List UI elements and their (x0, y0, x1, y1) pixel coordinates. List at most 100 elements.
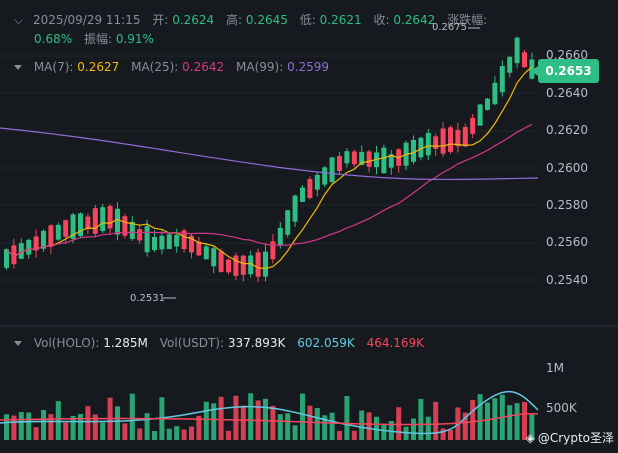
candle-body (26, 239, 32, 255)
volume-bar (462, 412, 468, 440)
volume-bar (470, 399, 476, 440)
candle-body (211, 248, 217, 267)
volume-bar (514, 403, 520, 440)
volume-bar (70, 415, 76, 440)
collapse-chevron-icon[interactable]: ⌵ (14, 13, 24, 27)
candle-body (92, 208, 98, 234)
change-value: 0.68% (34, 32, 73, 46)
candle-body (499, 66, 505, 93)
high-marker-label: 0.2675 (432, 22, 467, 33)
low-value: 0.2621 (319, 13, 362, 27)
candle-body (144, 226, 150, 253)
volume-bar (448, 429, 453, 440)
candle-body (285, 210, 291, 235)
candle-body (115, 208, 120, 235)
candle-body (137, 229, 143, 241)
volume-bar (166, 428, 172, 440)
volume-bar (381, 423, 387, 440)
volume-bar (322, 415, 328, 440)
candle-body (492, 82, 498, 105)
vol-ma1-value: 602.059K (297, 336, 355, 350)
candle-body (477, 104, 483, 126)
candle-body (4, 249, 9, 268)
candle-body (470, 117, 476, 134)
candle-body (277, 227, 283, 245)
volume-bar (300, 393, 305, 440)
candle-body (314, 174, 320, 190)
volume-bar (366, 412, 372, 440)
volume-bar (100, 422, 106, 440)
price-axis-label: 0.2540 (546, 273, 588, 287)
candle-body (240, 255, 246, 275)
low-marker-label: 0.2531 (130, 293, 165, 304)
volume-bar (522, 401, 527, 440)
candle-body (48, 225, 54, 247)
candle-body (351, 151, 357, 165)
candle-body (166, 234, 172, 249)
volume-bar (425, 416, 431, 440)
ohlc-header-line2: 0.68% 振幅: 0.91% (34, 31, 154, 47)
volume-bar (529, 414, 535, 440)
volume-bar (11, 415, 17, 440)
collapse-chevron-icon[interactable] (14, 64, 22, 70)
ma99-line (0, 127, 539, 181)
volume-bar (314, 408, 320, 440)
candle-body (41, 230, 46, 249)
vol-ma2-value: 464.169K (366, 336, 425, 350)
candle-body (159, 235, 165, 250)
volume-bar (440, 428, 446, 440)
candle-body (359, 151, 365, 166)
volume-bar (292, 425, 298, 440)
candle-body (203, 246, 209, 260)
price-axis-label: 0.2580 (546, 198, 588, 212)
candle-body (33, 236, 39, 251)
volume-bar (152, 431, 157, 440)
volume-bar (477, 394, 483, 440)
volume-bar (196, 415, 202, 440)
candle-body (448, 127, 453, 152)
candle-body (255, 252, 261, 277)
volume-bar (48, 414, 54, 440)
volume-bar (137, 428, 143, 440)
candle-body (107, 206, 113, 229)
candle-body (181, 230, 187, 250)
candle-body (462, 126, 468, 147)
price-axis-label: 0.2560 (546, 235, 588, 249)
vol-holo-value: 1.285M (103, 336, 148, 350)
candle-body (85, 216, 91, 230)
volume-ma2-line (0, 412, 539, 426)
volume-bar (233, 395, 239, 440)
price-axis-label: 0.2600 (546, 161, 588, 175)
volume-legend: Vol(HOLO): 1.285M Vol(USDT): 337.893K 60… (0, 335, 424, 351)
candle-body (381, 147, 387, 174)
ma7-value: 0.2627 (77, 60, 120, 74)
price-axis-label: 0.2640 (546, 86, 588, 100)
candle-body (18, 243, 24, 259)
low-label: 低: (299, 13, 316, 27)
current-price-pointer-icon (531, 66, 538, 76)
volume-bar (115, 406, 120, 440)
candle-body (388, 154, 394, 168)
watermark: ◈ @Crypto圣泽 (526, 429, 614, 446)
volume-bar (33, 427, 39, 440)
candle-body (196, 241, 202, 256)
candle-body (70, 214, 76, 239)
volume-bar (374, 416, 379, 440)
candle-body (507, 56, 513, 73)
volume-bar (411, 418, 416, 440)
collapse-chevron-icon[interactable] (14, 340, 22, 346)
open-value: 0.2624 (172, 13, 215, 27)
price-axis-label: 0.2660 (546, 48, 588, 62)
candle-body (129, 221, 135, 239)
volume-bar (26, 412, 32, 440)
volume-bar (263, 398, 268, 440)
amplitude-label: 振幅: (83, 32, 112, 46)
candle-body (307, 179, 313, 198)
volume-bar (129, 393, 135, 440)
ma-legend: MA(7): 0.2627 MA(25): 0.2642 MA(99): 0.2… (0, 59, 329, 75)
vol-holo-label: Vol(HOLO): (33, 336, 100, 350)
candle-body (78, 213, 83, 237)
volume-bar (226, 430, 231, 440)
volume-bar (396, 407, 402, 440)
